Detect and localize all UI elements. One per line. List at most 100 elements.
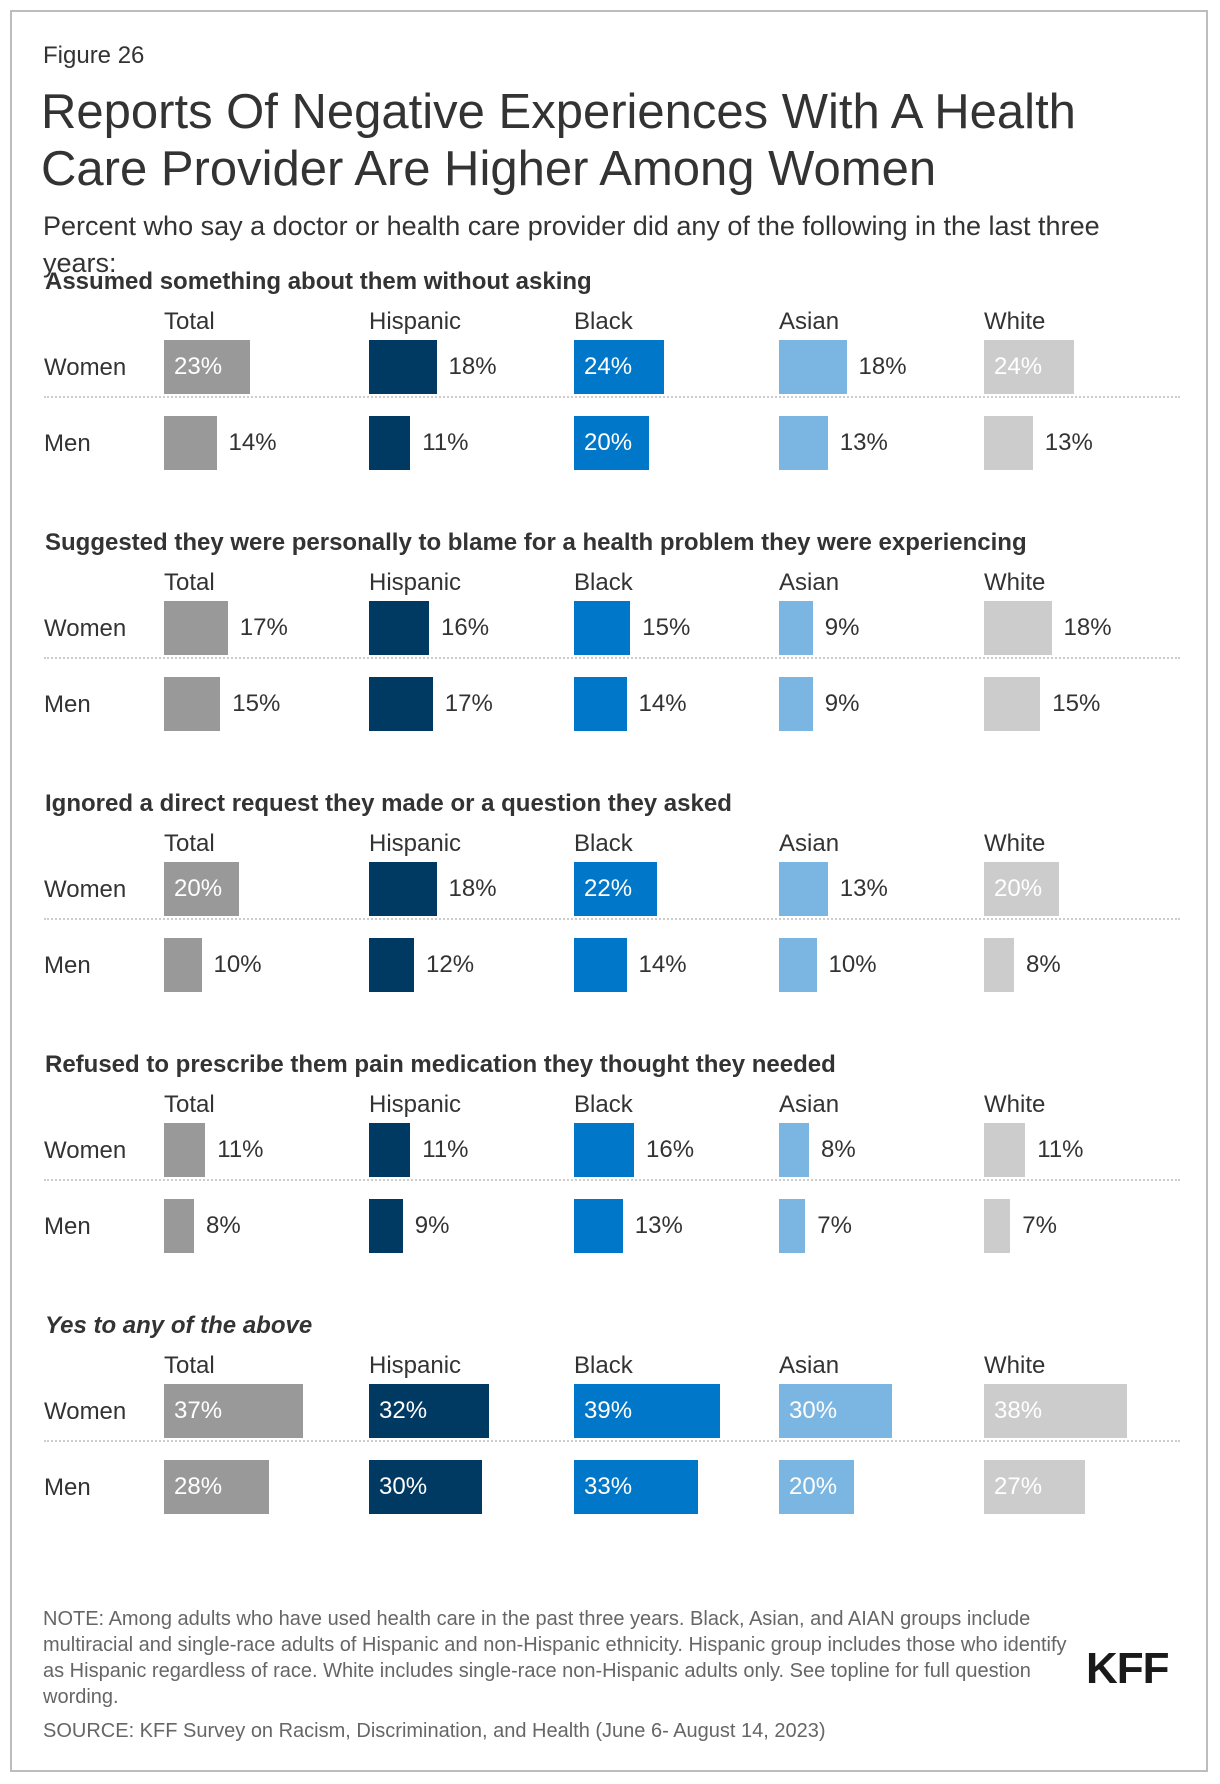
bar-value-label: 27% [994,1473,1043,1500]
bar-asian-women [779,601,813,655]
bar-value-label: 18% [448,875,497,902]
bar-white-women [984,1384,1127,1438]
column-header: Hispanic [369,1091,462,1118]
chart-title: Reports Of Negative Experiences With A H… [41,85,1076,196]
bar-black-women [574,862,657,916]
bar-black-men [574,1199,623,1253]
bar-value-label: 20% [789,1473,838,1500]
bar-total-men [164,416,217,470]
bar-hispanic-women [369,862,437,916]
bar-value-label: 30% [789,1397,838,1424]
bar-value-label: 20% [174,875,223,902]
bar-asian-men [779,938,817,992]
column-header: Hispanic [369,569,462,596]
bar-white-men [984,938,1014,992]
bar-white-men [984,416,1033,470]
bar-white-men [984,677,1041,731]
panel-title: Suggested they were personally to blame … [45,529,1027,556]
column-header: White [984,830,1046,857]
bar-total-men [164,1460,269,1514]
bar-total-women [164,1384,303,1438]
column-header: Black [574,569,633,596]
row-divider [44,1179,1180,1181]
bar-hispanic-men [369,416,411,470]
panel-title: Ignored a direct request they made or a … [45,790,732,817]
row-divider [44,396,1180,398]
column-header: White [984,569,1046,596]
bar-black-women [574,1384,721,1438]
bar-total-women [164,340,251,394]
bar-value-label: 17% [444,690,493,717]
bar-value-label: 30% [379,1473,428,1500]
bar-asian-men [779,677,813,731]
column-header: Asian [779,569,840,596]
bar-asian-men [779,1460,854,1514]
bar-black-men [574,677,627,731]
row-label: Men [44,952,91,979]
bar-value-label: 16% [646,1136,695,1163]
bar-value-label: 9% [824,690,860,717]
column-header: Total [164,569,215,596]
chart-panel: Ignored a direct request they made or a … [0,790,1220,1050]
bar-asian-women [779,862,828,916]
bar-value-label: 11% [422,429,469,456]
bar-value-label: 18% [1063,614,1112,641]
panel-title: Yes to any of the above [45,1312,313,1339]
bar-black-men [574,938,627,992]
column-header: Asian [779,308,840,335]
column-header: Total [164,1352,215,1379]
bar-total-women [164,1123,206,1177]
bar-value-label: 22% [584,875,633,902]
row-label: Women [44,1137,127,1164]
bar-value-label: 14% [638,951,687,978]
bar-value-label: 13% [839,875,888,902]
bar-value-label: 33% [584,1473,633,1500]
chart-subtitle: Percent who say a doctor or health care … [43,211,1100,278]
bar-hispanic-women [369,340,437,394]
bar-value-label: 11% [1037,1136,1084,1163]
figure-frame [10,10,1208,1772]
bar-white-women [984,601,1052,655]
bar-value-label: 17% [239,614,288,641]
column-header: Hispanic [369,830,462,857]
bar-value-label: 15% [1052,690,1101,717]
chart-panel: Refused to prescribe them pain medicatio… [0,1051,1220,1311]
bar-hispanic-women [369,1384,489,1438]
bar-hispanic-men [369,938,414,992]
bar-total-women [164,862,239,916]
column-header: Hispanic [369,308,462,335]
row-label: Men [44,1213,91,1240]
row-label: Women [44,354,127,381]
column-header: Black [574,308,633,335]
column-header: Asian [779,1091,840,1118]
bar-asian-men [779,416,828,470]
bar-value-label: 8% [206,1212,241,1239]
column-header: Black [574,1352,633,1379]
row-label: Women [44,876,127,903]
bar-value-label: 14% [638,690,687,717]
column-header: Black [574,830,633,857]
bar-value-label: 13% [634,1212,683,1239]
column-header: Black [574,1091,633,1118]
bar-black-men [574,1460,698,1514]
bar-value-label: 10% [213,951,262,978]
bar-hispanic-men [369,1199,403,1253]
bar-black-women [574,601,631,655]
chart-note: NOTE: Among adults who have used health … [43,1608,1067,1708]
bar-asian-women [779,1123,809,1177]
column-header: Hispanic [369,1352,462,1379]
column-header: Asian [779,1352,840,1379]
bar-value-label: 18% [448,353,497,380]
bar-white-men [984,1199,1011,1253]
bar-value-label: 20% [584,429,633,456]
chart-source: SOURCE: KFF Survey on Racism, Discrimina… [43,1720,826,1742]
bar-black-women [574,1123,634,1177]
column-header: White [984,1091,1046,1118]
bar-value-label: 13% [1044,429,1093,456]
kff-logo: KFF [1086,1644,1170,1693]
bar-white-women [984,340,1074,394]
bar-asian-women [779,1384,892,1438]
bar-value-label: 38% [994,1397,1043,1424]
bar-value-label: 14% [228,429,277,456]
bar-value-label: 18% [858,353,907,380]
